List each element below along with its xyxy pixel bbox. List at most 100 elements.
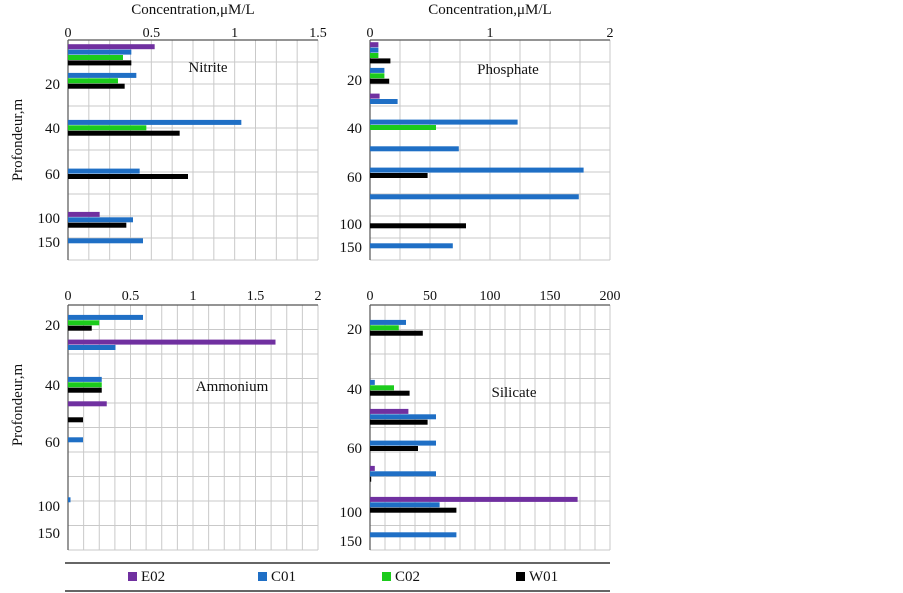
silicate-bar-c01 bbox=[370, 502, 440, 508]
silicate-panel-label: Silicate bbox=[492, 385, 537, 401]
legend-label-c01: C01 bbox=[271, 569, 296, 585]
ammonium-bar-c01 bbox=[68, 497, 71, 503]
silicate-x-tick-label: 200 bbox=[600, 289, 621, 304]
ammonium-depth-label: 20 bbox=[45, 318, 60, 334]
nitrite-panel: 0 0.5 1 1.5 Concentration,μM/L 20 40 60 100 150 Ni… bbox=[38, 2, 327, 261]
silicate-x-tick-label: 100 bbox=[480, 289, 501, 304]
ammonium-depth-label: 40 bbox=[45, 378, 60, 394]
nitrite-x-tick-label: 1 bbox=[231, 26, 238, 41]
silicate-x-tick-label: 150 bbox=[540, 289, 561, 304]
ammonium-x-tick-label: 0 bbox=[65, 289, 72, 304]
ammonium-bar-c01 bbox=[68, 314, 143, 320]
nitrite-depth-label: 40 bbox=[45, 121, 60, 137]
phosphate-bar-c02 bbox=[370, 53, 379, 58]
phosphate-bar-c01 bbox=[370, 146, 459, 152]
legend-label-c02: C02 bbox=[395, 569, 420, 585]
ammonium-x-tick-label: 1 bbox=[190, 289, 197, 304]
silicate-bar-w01 bbox=[370, 476, 372, 482]
phosphate-bar-c01 bbox=[370, 67, 385, 73]
ammonium-bar-w01 bbox=[68, 325, 92, 331]
legend: E02 C01 C02 W01 bbox=[65, 562, 610, 592]
silicate-bar-c01 bbox=[370, 532, 457, 538]
nitrite-x-tick-label: 0 bbox=[65, 26, 72, 41]
nitrite-depth-label: 60 bbox=[45, 167, 60, 183]
ammonium-depth-label: 100 bbox=[38, 499, 61, 515]
phosphate-bar-e02 bbox=[370, 42, 379, 48]
nitrite-depth-label: 100 bbox=[38, 211, 61, 227]
silicate-depth-label: 60 bbox=[347, 441, 362, 457]
phosphate-depth-label: 40 bbox=[347, 121, 362, 137]
chart-panels: 0 0.5 1 1.5Concentration,μM/L204060100150Ni… bbox=[38, 2, 621, 551]
nitrite-bar-e02 bbox=[68, 211, 100, 217]
silicate-bar-e02 bbox=[370, 496, 578, 502]
nitrite-bar-e02 bbox=[68, 44, 155, 50]
legend-swatch-e02 bbox=[128, 572, 137, 581]
nitrite-bar-c02 bbox=[68, 125, 147, 131]
ammonium-panel-label: Ammonium bbox=[196, 379, 269, 395]
ammonium-bar-w01 bbox=[68, 417, 83, 423]
ammonium-bar-c01 bbox=[68, 345, 116, 350]
silicate-x-tick-label: 50 bbox=[423, 289, 437, 304]
phosphate-bar-c02 bbox=[370, 125, 436, 130]
silicate-bar-c02 bbox=[370, 325, 399, 331]
silicate-bar-e02 bbox=[370, 465, 375, 471]
legend-label-e02: E02 bbox=[141, 569, 165, 585]
phosphate-depth-label: 60 bbox=[347, 170, 362, 186]
phosphate-bar-c01 bbox=[370, 167, 584, 173]
silicate-depth-label: 40 bbox=[347, 382, 362, 398]
silicate-bar-e02 bbox=[370, 408, 409, 414]
nitrite-bar-c01 bbox=[68, 49, 132, 55]
phosphate-depth-label: 100 bbox=[340, 217, 363, 233]
phosphate-bar-w01 bbox=[370, 78, 390, 84]
phosphate-bar-w01 bbox=[370, 58, 391, 64]
silicate-bar-c01 bbox=[370, 414, 436, 420]
silicate-bar-w01 bbox=[370, 419, 428, 425]
phosphate-bar-w01 bbox=[370, 173, 428, 178]
nitrite-depth-label: 20 bbox=[45, 77, 60, 93]
ammonium-bar-c01 bbox=[68, 376, 102, 382]
legend-swatch-c02 bbox=[382, 572, 391, 581]
nitrite-bar-w01 bbox=[68, 174, 188, 179]
nitrite-bar-c01 bbox=[68, 217, 133, 223]
nitrite-bar-c01 bbox=[68, 119, 242, 125]
phosphate-bar-c01 bbox=[370, 194, 579, 200]
legend-label-w01: W01 bbox=[529, 569, 558, 585]
legend-swatch-w01 bbox=[516, 572, 525, 581]
ammonium-x-tick-label: 2 bbox=[315, 289, 322, 304]
phosphate-panel-label: Phosphate bbox=[477, 62, 539, 78]
silicate-bar-w01 bbox=[370, 330, 423, 336]
ammonium-bar-e02 bbox=[68, 401, 107, 407]
nitrite-bar-c02 bbox=[68, 78, 118, 84]
silicate-x-tick-label: 0 bbox=[367, 289, 374, 304]
y-axis-label-top: Profondeur,m bbox=[10, 99, 26, 182]
phosphate-x-axis-title: Concentration,μM/L bbox=[428, 2, 551, 18]
silicate-bar-c01 bbox=[370, 471, 436, 477]
ammonium-x-tick-label: 0.5 bbox=[122, 289, 140, 304]
ammonium-panel: 0 0.5 1 1.5 2 20 40 60 100 150 Ammonium bbox=[38, 289, 322, 551]
nitrite-bar-w01 bbox=[68, 130, 180, 136]
ammonium-bar-c01 bbox=[68, 437, 83, 443]
nitrite-depth-label: 150 bbox=[38, 235, 61, 251]
silicate-bar-c02 bbox=[370, 385, 394, 391]
phosphate-bar-c01 bbox=[370, 119, 518, 125]
phosphate-x-tick-label: 0 bbox=[367, 26, 374, 41]
nitrite-x-tick-label: 0.5 bbox=[143, 26, 161, 41]
phosphate-bar-w01 bbox=[370, 223, 466, 229]
ammonium-x-tick-label: 1.5 bbox=[247, 289, 265, 304]
silicate-bar-w01 bbox=[370, 446, 418, 451]
phosphate-panel: 0 1 2 Concentration,μM/L 20 40 60 100 150 Phospha… bbox=[340, 2, 614, 261]
silicate-bar-w01 bbox=[370, 390, 410, 396]
nitrite-x-tick-label: 1.5 bbox=[309, 26, 327, 41]
phosphate-x-tick-label: 1 bbox=[487, 26, 494, 41]
ammonium-bar-c02 bbox=[68, 382, 102, 388]
ammonium-bar-c02 bbox=[68, 320, 100, 326]
nitrite-x-axis-title: Concentration,μM/L bbox=[131, 2, 254, 18]
phosphate-bar-c01 bbox=[370, 99, 398, 104]
nitrite-bar-c01 bbox=[68, 238, 143, 244]
ammonium-bar-e02 bbox=[68, 339, 276, 345]
silicate-bar-c01 bbox=[370, 379, 375, 385]
phosphate-bar-e02 bbox=[370, 93, 380, 99]
ammonium-depth-label: 150 bbox=[38, 526, 61, 542]
y-axis-label-bottom: Profondeur,m bbox=[10, 364, 26, 447]
legend-swatch-c01 bbox=[258, 572, 267, 581]
